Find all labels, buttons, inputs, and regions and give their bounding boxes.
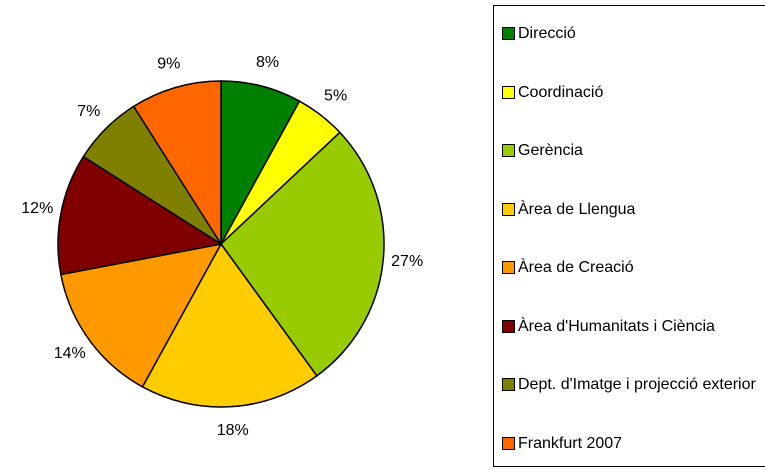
data-label: 9% [157,56,180,73]
legend-label: Coordinació [518,83,604,101]
legend-swatch [502,85,515,99]
legend-swatch [502,319,515,333]
legend-label: Frankfurt 2007 [518,434,623,452]
legend-swatch [502,144,515,157]
pie-slice [141,242,318,408]
legend-label: Direcció [518,25,576,42]
data-label: 18% [217,422,249,439]
legend-item: Àrea de Creació [502,256,765,279]
chart: 8% 5% 27% 18% 14% 12% 7% 9% [21,54,423,439]
legend-item: Àrea de Llengua [502,198,765,221]
legend-item: Dept. d'Imatge i projecció exterior [502,373,765,396]
pie-slice [60,242,223,388]
data-label: 5% [324,87,347,104]
legend-swatch [502,378,515,391]
legend-label: Àrea de Llengua [518,200,636,218]
pie-slice [220,131,385,377]
legend-label: Àrea de Creació [518,259,634,276]
data-label: 7% [77,103,100,120]
legend-item: Frankfurt 2007 [502,432,765,455]
data-label: 27% [391,253,423,270]
pie-slice [57,155,224,276]
legend-swatch [502,261,515,274]
pie-slice [132,80,222,247]
legend: Direcció Coordinació Gerència Àrea de Lleng… [493,5,765,467]
legend-label: Gerència [518,142,583,159]
data-label: 12% [21,200,53,217]
legend-swatch [502,27,515,40]
legend-label: Dept. d'Imatge i projecció exterior [518,376,756,393]
legend-item: Coordinació [502,81,765,104]
legend-item: Àrea d'Humanitats i Ciència [502,315,765,338]
data-label: 14% [54,345,86,362]
legend-label: Àrea d'Humanitats i Ciència [518,317,715,335]
legend-item: Direcció [502,22,765,45]
data-label: 8% [256,54,279,71]
legend-item: Gerència [502,139,765,162]
legend-swatch [502,436,515,450]
legend-swatch [502,202,515,216]
